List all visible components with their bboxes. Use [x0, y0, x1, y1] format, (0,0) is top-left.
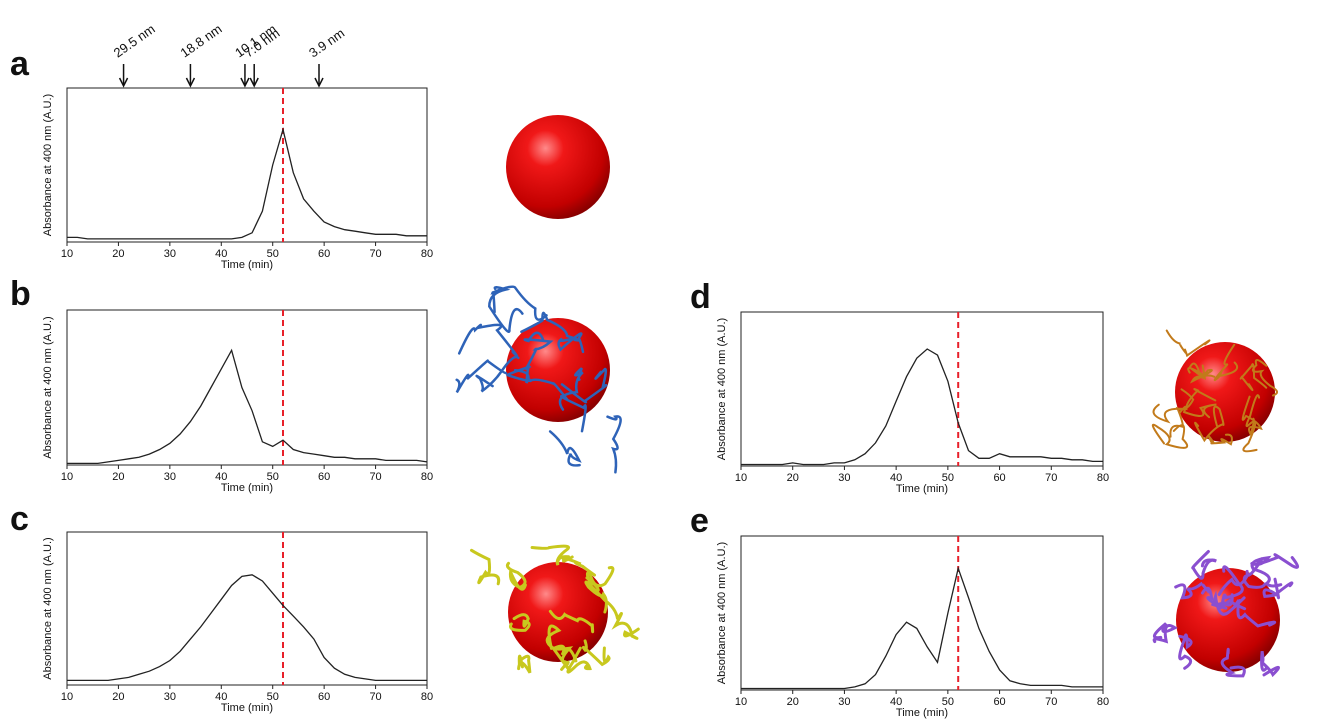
trace-line — [67, 350, 427, 463]
ribbon — [1154, 623, 1175, 641]
x-tick-label: 30 — [838, 696, 850, 708]
x-tick-label: 10 — [735, 472, 747, 484]
y-axis-label: Absorbance at 400 nm (A.U.) — [42, 316, 54, 458]
ribbon — [583, 641, 609, 665]
chart-panel: d1020304050607080Time (min)Absorbance at… — [690, 278, 1109, 495]
x-tick-label: 70 — [369, 248, 381, 260]
x-tick-label: 20 — [787, 696, 799, 708]
x-tick-label: 80 — [1097, 696, 1109, 708]
x-axis-label: Time (min) — [221, 482, 273, 494]
ribbon — [616, 613, 639, 638]
x-axis-label: Time (min) — [896, 707, 948, 719]
x-tick-label: 20 — [787, 472, 799, 484]
x-tick-label: 20 — [112, 248, 124, 260]
x-tick-label: 80 — [1097, 472, 1109, 484]
y-axis-label: Absorbance at 400 nm (A.U.) — [42, 94, 54, 236]
annotation-label: 3.9 nm — [306, 25, 347, 60]
ribbon — [519, 656, 530, 673]
x-tick-label: 30 — [164, 691, 176, 703]
x-tick-label: 60 — [993, 696, 1005, 708]
x-tick-label: 80 — [421, 248, 433, 260]
ribbon — [1261, 651, 1278, 675]
panel-label: b — [10, 275, 31, 313]
x-tick-label: 70 — [369, 471, 381, 483]
panel-label: c — [10, 500, 29, 538]
plot-frame — [67, 310, 427, 465]
x-axis-label: Time (min) — [896, 483, 948, 495]
plot-frame — [741, 536, 1103, 690]
x-tick-label: 80 — [421, 471, 433, 483]
x-tick-label: 70 — [369, 691, 381, 703]
panel-label: e — [690, 502, 709, 540]
x-tick-label: 10 — [61, 248, 73, 260]
chart-panel: a1020304050607080Time (min)Absorbance at… — [10, 21, 433, 271]
x-tick-label: 60 — [993, 472, 1005, 484]
figure: a1020304050607080Time (min)Absorbance at… — [0, 0, 1322, 726]
annotation-label: 18.8 nm — [178, 21, 225, 60]
ribbon — [472, 550, 499, 584]
x-tick-label: 10 — [735, 696, 747, 708]
panel-label: a — [10, 45, 30, 83]
ribbon — [608, 416, 621, 472]
x-tick-label: 60 — [318, 691, 330, 703]
trace-line — [67, 130, 427, 239]
trace-line — [741, 349, 1103, 465]
x-tick-label: 20 — [112, 471, 124, 483]
trace-line — [67, 575, 427, 681]
ribbon — [507, 563, 525, 589]
x-tick-label: 20 — [112, 691, 124, 703]
plot-frame — [741, 312, 1103, 466]
x-tick-label: 30 — [164, 471, 176, 483]
y-axis-label: Absorbance at 400 nm (A.U.) — [42, 537, 54, 679]
plot-frame — [67, 88, 427, 242]
ribbon-group — [457, 287, 621, 473]
y-axis-label: Absorbance at 400 nm (A.U.) — [716, 542, 728, 684]
x-axis-label: Time (min) — [221, 259, 273, 271]
annotation-label: 29.5 nm — [111, 21, 158, 60]
x-tick-label: 70 — [1045, 472, 1057, 484]
plot-frame — [67, 532, 427, 685]
x-tick-label: 30 — [164, 248, 176, 260]
y-axis-label: Absorbance at 400 nm (A.U.) — [716, 318, 728, 460]
x-tick-label: 10 — [61, 691, 73, 703]
chart-panel: e1020304050607080Time (min)Absorbance at… — [690, 502, 1109, 719]
x-tick-label: 60 — [318, 248, 330, 260]
panel-label: d — [690, 278, 711, 316]
trace-line — [741, 568, 1103, 688]
x-tick-label: 80 — [421, 691, 433, 703]
x-tick-label: 70 — [1045, 696, 1057, 708]
x-tick-label: 60 — [318, 471, 330, 483]
x-tick-label: 30 — [838, 472, 850, 484]
illustrations — [506, 115, 1280, 672]
nanoparticle — [506, 115, 610, 219]
x-tick-label: 10 — [61, 471, 73, 483]
x-axis-label: Time (min) — [221, 702, 273, 714]
ribbon — [550, 431, 580, 465]
